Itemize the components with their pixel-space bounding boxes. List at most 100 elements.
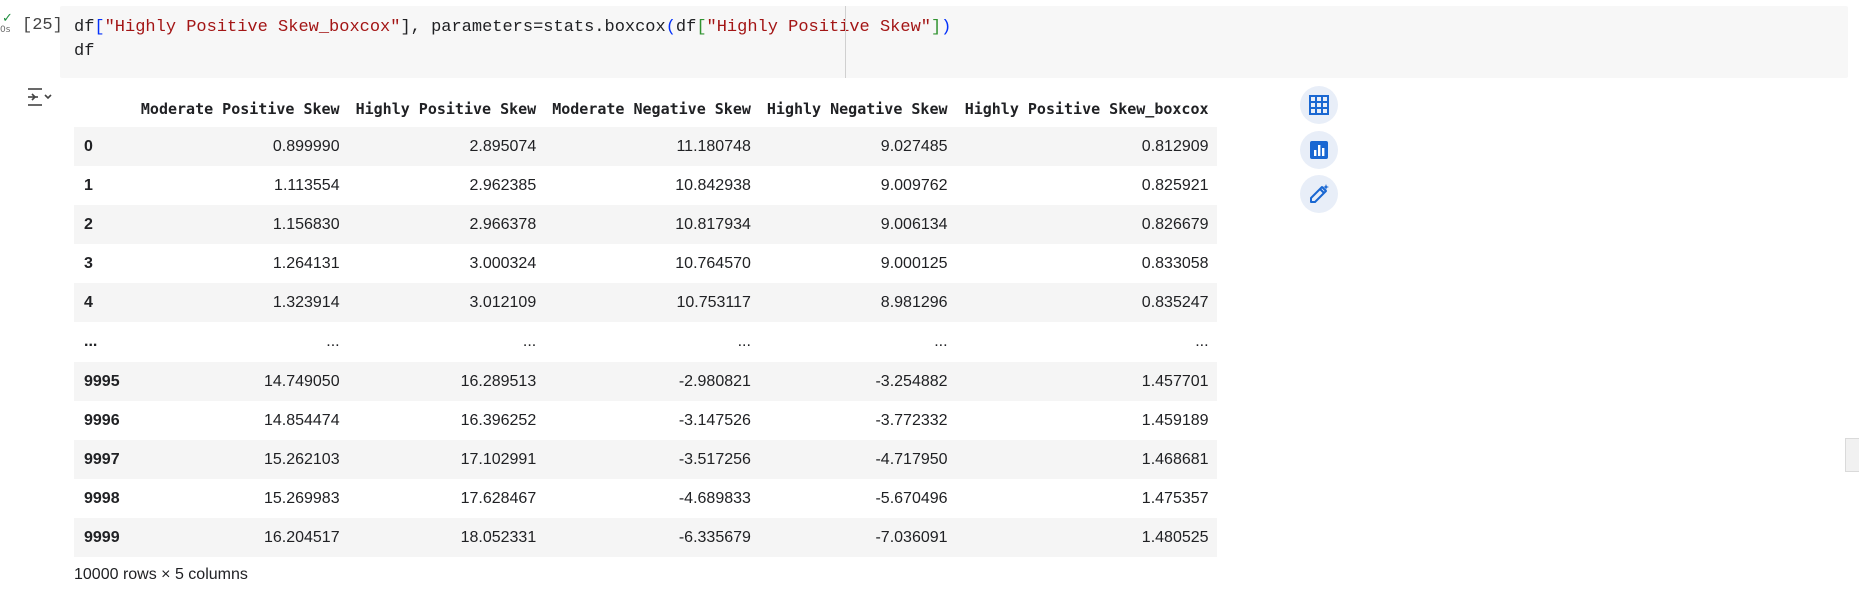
table-cell: 2.895074 [469,137,537,155]
table-cell: 1.459189 [1141,411,1209,429]
table-cell: 9.006134 [880,215,948,233]
code-line-1[interactable]: df["Highly Positive Skew_boxcox"], param… [74,18,951,37]
editor-ruler [845,6,846,78]
table-cell: 3.000324 [469,254,537,272]
row-index: ... [84,333,98,350]
table-cell: 10.764570 [675,254,751,272]
table-cell: 10.842938 [675,176,751,194]
column-header: Highly Negative Skew [766,99,948,118]
table-cell: 16.396252 [460,411,537,429]
row-index: 4 [84,293,93,311]
table-cell: 1.480525 [1141,528,1209,546]
column-header: Moderate Negative Skew [552,99,751,118]
table-cell: 1.113554 [274,176,340,194]
code-token: ] [930,18,942,37]
table-cell: 9.000125 [880,254,948,272]
table-cell: 0.812909 [1141,137,1209,155]
generate-code-button[interactable] [1300,175,1338,213]
table-cell: -4.689833 [678,489,751,507]
row-index: 0 [84,137,93,155]
table-cell: ... [522,333,537,350]
code-token: ) [941,18,952,37]
table-cell: ... [934,333,948,350]
output-actions-icon[interactable] [26,86,54,108]
table-cell: -2.980821 [678,372,751,390]
column-header-index [74,90,130,127]
table-cell: 18.052331 [460,528,537,546]
code-token: [ [696,18,707,37]
table-cell: 1.468681 [1141,450,1209,468]
table-cell: ... [1195,333,1209,350]
table-cell: 1.156830 [272,215,340,233]
bar-chart-icon [1310,141,1328,159]
execution-count[interactable]: [25] [22,16,63,35]
table-row: .................. [74,322,1217,362]
table-row: 9999 16.204517 18.052331 -6.335679 -7.036091… [74,518,1217,557]
table-cell: 17.102991 [460,450,537,468]
table-row: 9996 14.854474 16.396252 -3.147526 -3.772332… [74,401,1217,440]
table-cell: 0.826679 [1141,215,1209,233]
code-token: ], parameters=stats.boxcox [400,18,666,37]
row-index: 9997 [84,450,120,468]
dataframe-shape: 10000 rows × 5 columns [74,566,248,583]
convert-to-interactive-table-button[interactable] [1300,86,1338,124]
check-icon: ✓ [2,11,13,26]
column-header: Highly Positive Skew [355,99,537,118]
table-cell: -4.717950 [875,450,948,468]
table-cell: 2.962385 [469,176,537,194]
row-index: 3 [84,254,93,272]
table-cell: 9.027485 [880,137,948,155]
code-string: "Highly Positive Skew_boxcox" [104,18,401,37]
table-cell: 8.981296 [880,293,948,311]
table-row: 9998 15.269983 17.628467 -4.689833 -5.670496… [74,479,1217,518]
table-cell: 16.204517 [263,528,340,546]
table-icon [1309,95,1329,115]
table-cell: 16.289513 [460,372,537,390]
magic-pen-icon [1310,184,1329,203]
table-cell: -3.254882 [875,372,948,390]
table-cell: 0.825921 [1141,176,1209,194]
table-row: 2 1.156830 2.966378 10.817934 9.006134 0.8266… [74,205,1217,244]
dataframe-table: Moderate Positive Skew Highly Positive S… [74,90,1217,557]
table-cell: 0.899990 [272,137,340,155]
table-cell: 11.180748 [676,137,751,155]
code-token: df [675,18,697,37]
code-line-2[interactable]: df [74,42,95,61]
column-header: Moderate Positive Skew [140,99,340,118]
table-row: 4 1.323914 3.012109 10.753117 8.981296 0.8352… [74,283,1217,322]
table-cell: 9.009762 [880,176,948,194]
code-token: ( [665,18,676,37]
execution-status: ✓ 0s [0,11,14,35]
code-string: "Highly Positive Skew" [706,18,931,37]
table-row: 9997 15.262103 17.102991 -3.517256 -4.717950… [74,440,1217,479]
table-cell: 15.262103 [263,450,340,468]
column-header: Highly Positive Skew_boxcox [964,99,1209,118]
row-index: 9995 [84,372,120,390]
table-cell: -6.335679 [678,528,751,546]
table-cell: 14.854474 [263,411,340,429]
table-cell: 0.835247 [1141,293,1209,311]
table-row: 1 1.113554 2.962385 10.842938 9.009762 0.8259… [74,166,1217,205]
table-cell: -7.036091 [875,528,948,546]
table-cell: 10.817934 [675,215,751,233]
table-cell: 3.012109 [469,293,537,311]
table-header-row: Moderate Positive Skew Highly Positive S… [74,90,1217,127]
code-cell-editor[interactable]: df["Highly Positive Skew_boxcox"], param… [60,6,1848,78]
code-token: df [74,18,95,37]
row-index: 9998 [84,489,120,507]
table-row: 3 1.264131 3.000324 10.764570 9.000125 0.8330… [74,244,1217,283]
table-cell: 10.753117 [676,293,751,311]
row-index: 1 [84,176,93,194]
scrollbar-handle[interactable] [1845,438,1859,472]
table-cell: 14.749050 [263,372,340,390]
table-cell: 1.475357 [1141,489,1209,507]
row-index: 2 [84,215,93,233]
table-cell: -3.772332 [875,411,948,429]
table-cell: 1.264131 [272,254,340,272]
table-cell: ... [326,333,340,350]
execution-time: 0s [0,25,11,35]
table-cell: -3.147526 [678,411,751,429]
suggest-charts-button[interactable] [1300,131,1338,169]
table-cell: -3.517256 [678,450,751,468]
table-cell: ... [737,333,751,350]
